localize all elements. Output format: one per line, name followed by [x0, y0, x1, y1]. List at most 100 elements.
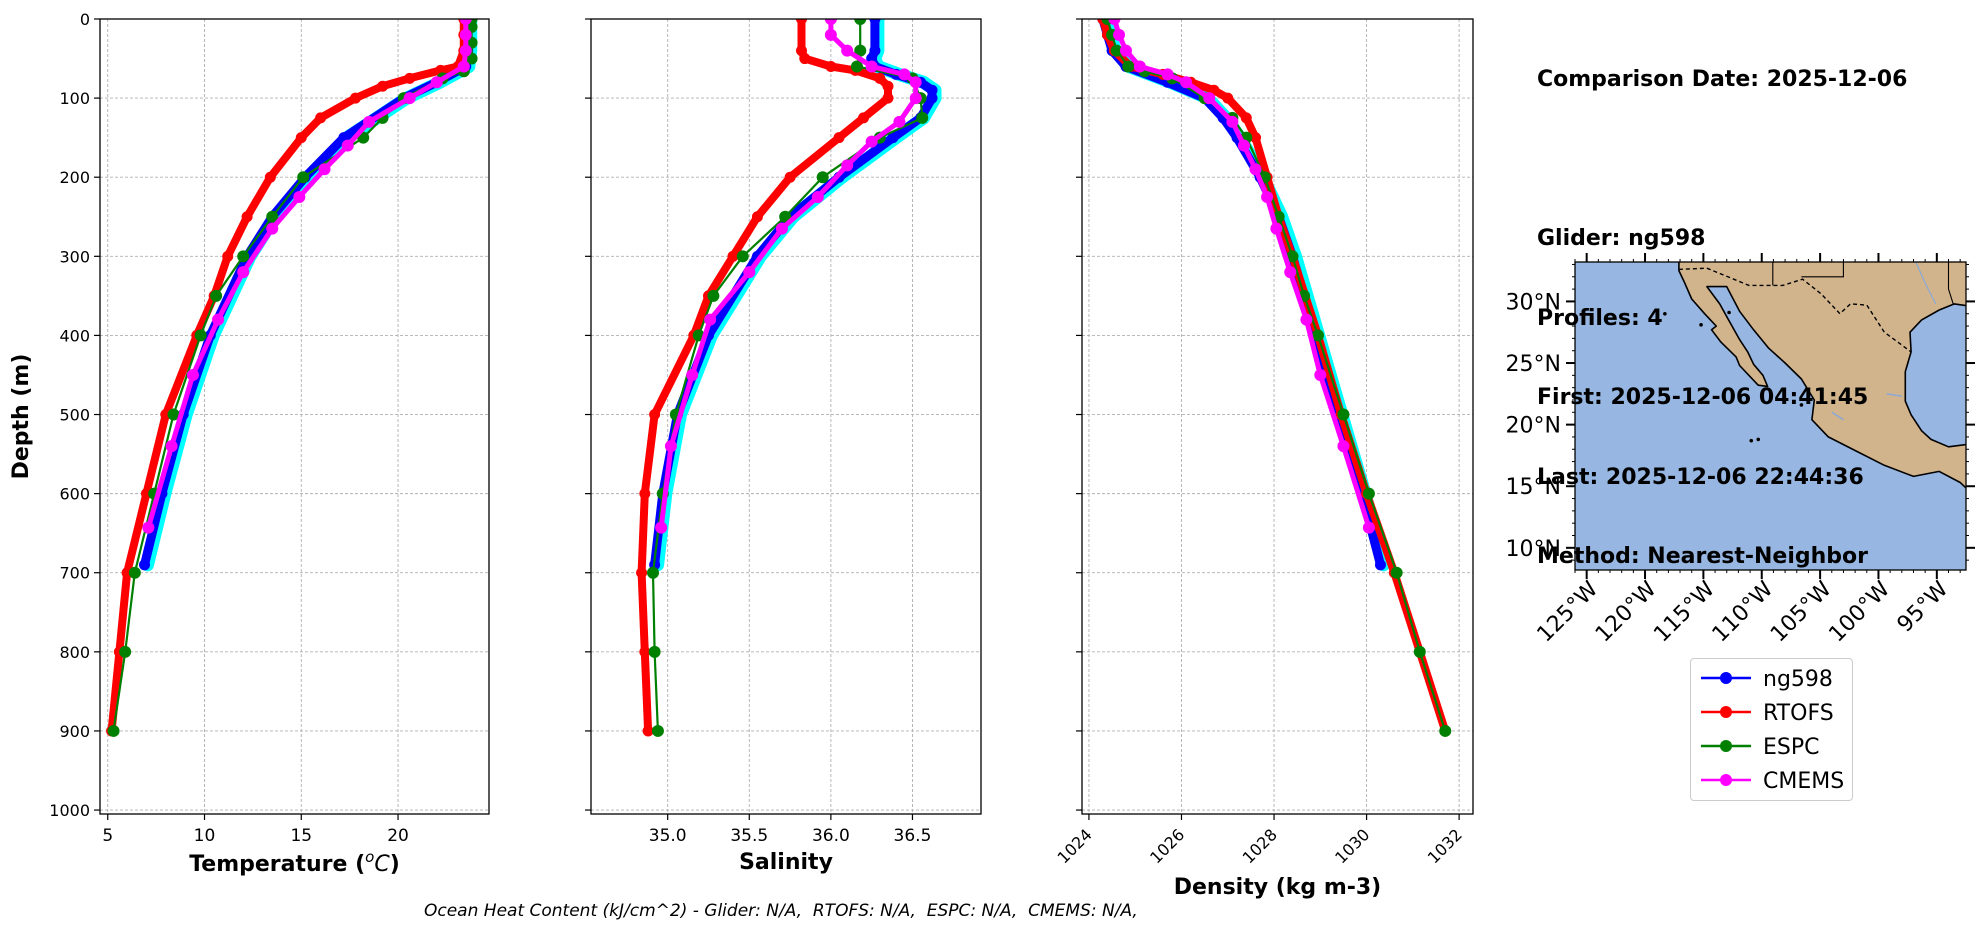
series-point-espc — [854, 44, 867, 57]
series-point-espc — [1362, 487, 1375, 500]
series-point-cmems — [237, 266, 250, 279]
y-tick-label: 400 — [59, 326, 90, 345]
series-point-cmems — [1161, 68, 1174, 81]
comparison-info: Comparison Date: 2025-12-06 Glider: ng59… — [1537, 14, 1907, 597]
series-point-ng598 — [139, 559, 151, 571]
legend-marker-ng598 — [1701, 672, 1751, 684]
map-island — [1727, 310, 1731, 315]
map-island — [1756, 437, 1761, 442]
series-point-rtofs — [1222, 92, 1234, 104]
series-point-cmems — [165, 440, 178, 453]
x-tick-label: 1024 — [1054, 825, 1096, 867]
series-point-espc — [816, 171, 829, 184]
x-tick-label: 35.0 — [649, 826, 687, 846]
series-point-cmems — [403, 92, 416, 105]
x-axis-label-unit: C — [374, 852, 390, 877]
series-point-espc — [1110, 44, 1123, 57]
series-point-espc — [707, 289, 720, 302]
legend-item-espc: ESPC — [1691, 731, 1852, 761]
y-tick-label: 800 — [59, 643, 90, 662]
series-point-cmems — [293, 190, 306, 203]
series-point-cmems — [1314, 368, 1327, 381]
series-point-rtofs — [649, 409, 661, 421]
series-point-rtofs — [295, 132, 307, 144]
series-line-ng598 — [140, 19, 473, 570]
x-tick-label: 35.5 — [730, 826, 768, 846]
series-group — [106, 19, 478, 737]
series-point-espc — [297, 171, 310, 184]
legend-label-cmems: CMEMS — [1763, 769, 1845, 794]
series-point-rtofs — [264, 171, 276, 183]
series-point-cmems — [824, 19, 837, 25]
series-point-cmems — [1237, 139, 1250, 152]
map-island — [1749, 438, 1754, 443]
series-point-espc — [107, 724, 120, 737]
series-point-cmems — [841, 44, 854, 57]
series-point-rtofs — [349, 92, 361, 104]
series-point-cmems — [704, 313, 717, 326]
series-point-cmems — [1261, 190, 1274, 203]
map-river — [1915, 262, 1937, 305]
series-point-espc — [854, 19, 867, 25]
series-point-cmems — [459, 28, 472, 41]
y-tick-label: 500 — [59, 406, 90, 425]
profile-panel-1: 5 10 15 2001002003004005006007008009001000T… — [9, 10, 490, 877]
map-frame — [1574, 261, 1967, 571]
y-tick-label: 300 — [59, 247, 90, 266]
legend-item-cmems: CMEMS — [1691, 765, 1852, 795]
map-state-line — [1947, 262, 1954, 305]
series-point-ng598 — [887, 132, 899, 144]
first-profile-time: First: 2025-12-06 04:41:45 — [1537, 385, 1869, 410]
legend: ng598 RTOFS ESPC CMEMS — [1690, 658, 1853, 801]
interpolation-method: Method: Nearest-Neighbor — [1537, 544, 1868, 569]
series-point-cmems — [1119, 44, 1132, 57]
series-line-espc — [112, 19, 473, 733]
series-group — [636, 19, 942, 737]
legend-marker-cmems — [1701, 774, 1751, 786]
series-point-cmems — [457, 60, 470, 73]
series-point-espc — [266, 210, 279, 223]
series-point-rtofs — [639, 646, 651, 658]
plot-frame — [590, 18, 982, 815]
series-point-cmems — [775, 222, 788, 235]
series-point-cmems — [743, 266, 756, 279]
series-point-cmems — [430, 76, 443, 89]
series-group — [1097, 19, 1452, 737]
series-point-rtofs — [858, 112, 870, 124]
x-axis-label: Temperature (oC) — [189, 848, 400, 877]
map-lat-label: 30°N — [1506, 290, 1561, 315]
series-point-rtofs — [315, 112, 327, 124]
x-tick-label: 15 — [290, 826, 312, 846]
series-point-cmems — [1284, 266, 1297, 279]
series-point-rtofs — [222, 250, 234, 262]
map-border — [1678, 267, 1912, 353]
series-point-cmems — [1113, 28, 1126, 41]
ocean-heat-content-note: Ocean Heat Content (kJ/cm^2) - Glider: N… — [424, 901, 1138, 921]
map-features — [1663, 262, 1966, 490]
map-island — [1663, 311, 1667, 316]
series-line-rtofs — [107, 19, 468, 735]
series-point-espc — [1337, 408, 1350, 421]
map-island — [1799, 403, 1804, 407]
series-point-espc — [850, 60, 863, 73]
profile-panel-3: 1024 1026 1028 1030 1032 Density (kg m-3) — [1054, 18, 1474, 900]
series-point-ng598 — [926, 92, 938, 104]
series-point-rtofs — [241, 211, 253, 223]
series-point-ng598 — [926, 84, 938, 96]
series-point-rtofs — [874, 72, 886, 84]
series-point-rtofs — [796, 19, 808, 25]
series-line-ng598-alt — [651, 19, 942, 572]
series-point-cmems — [686, 368, 699, 381]
map-lat-label: 10°N — [1506, 537, 1561, 562]
series-point-rtofs — [377, 80, 389, 92]
series-point-espc — [237, 250, 250, 263]
series-point-cmems — [1337, 440, 1350, 453]
series-point-rtofs — [825, 60, 837, 72]
series-point-cmems — [865, 60, 878, 73]
series-point-cmems — [811, 190, 824, 203]
x-tick-label: 20 — [387, 826, 409, 846]
map-lake — [1831, 411, 1844, 421]
series-point-espc — [648, 645, 661, 658]
series-point-cmems — [841, 159, 854, 172]
